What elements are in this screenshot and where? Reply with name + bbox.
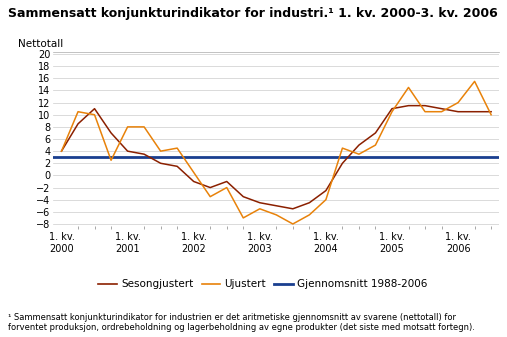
Text: ¹ Sammensatt konjunkturindikator for industrien er det aritmetiske gjennomsnitt : ¹ Sammensatt konjunkturindikator for ind…: [8, 312, 475, 332]
Text: Nettotall: Nettotall: [18, 39, 63, 49]
Text: Sammensatt konjunkturindikator for industri.¹ 1. kv. 2000-3. kv. 2006: Sammensatt konjunkturindikator for indus…: [8, 7, 497, 20]
Legend: Sesongjustert, Ujustert, Gjennomsnitt 1988-2006: Sesongjustert, Ujustert, Gjennomsnitt 19…: [94, 275, 432, 294]
